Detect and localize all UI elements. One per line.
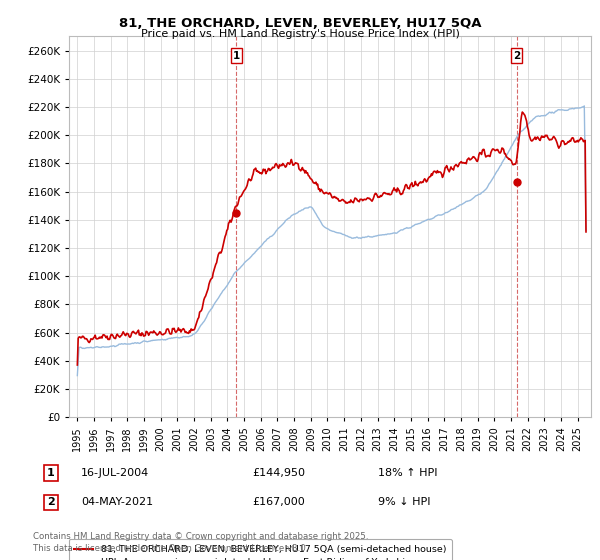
Text: 2: 2 [513,50,520,60]
Text: 16-JUL-2004: 16-JUL-2004 [81,468,149,478]
Text: 1: 1 [233,50,240,60]
Text: 2: 2 [47,497,55,507]
Text: 18% ↑ HPI: 18% ↑ HPI [378,468,437,478]
Text: 9% ↓ HPI: 9% ↓ HPI [378,497,431,507]
Text: Price paid vs. HM Land Registry's House Price Index (HPI): Price paid vs. HM Land Registry's House … [140,29,460,39]
Text: £144,950: £144,950 [252,468,305,478]
Text: 04-MAY-2021: 04-MAY-2021 [81,497,153,507]
Text: 1: 1 [47,468,55,478]
Text: 81, THE ORCHARD, LEVEN, BEVERLEY, HU17 5QA: 81, THE ORCHARD, LEVEN, BEVERLEY, HU17 5… [119,17,481,30]
Text: Contains HM Land Registry data © Crown copyright and database right 2025.
This d: Contains HM Land Registry data © Crown c… [33,532,368,553]
Text: £167,000: £167,000 [252,497,305,507]
Legend: 81, THE ORCHARD, LEVEN, BEVERLEY, HU17 5QA (semi-detached house), HPI: Average p: 81, THE ORCHARD, LEVEN, BEVERLEY, HU17 5… [68,539,452,560]
